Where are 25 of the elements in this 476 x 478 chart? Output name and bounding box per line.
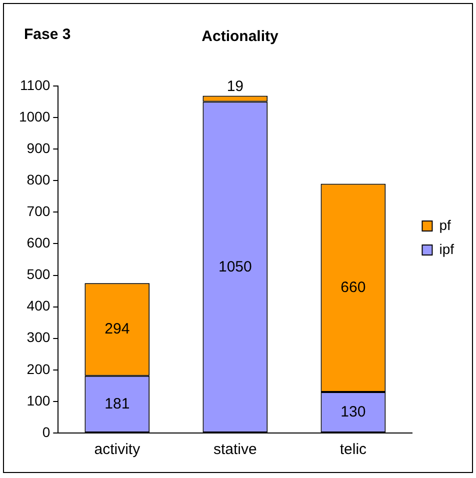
y-tick-label: 400 xyxy=(26,298,50,314)
legend-label: pf xyxy=(439,216,451,233)
y-tick-label: 100 xyxy=(26,392,50,408)
text: Fase 3 xyxy=(24,26,71,43)
y-tick-label: 500 xyxy=(26,266,50,282)
y-tick-label: 800 xyxy=(26,171,50,188)
data-label: 1050 xyxy=(218,258,252,276)
legend-label: ipf xyxy=(439,240,454,257)
y-tick-label: 300 xyxy=(26,329,50,346)
x-tick-label: stative xyxy=(214,441,257,458)
y-tick-label: 900 xyxy=(26,140,50,156)
y-tick-label: 1000 xyxy=(18,108,50,124)
y-tick-label: 0 xyxy=(42,424,50,440)
y-tick-label: 600 xyxy=(26,234,50,251)
chart-title: Actionality xyxy=(202,28,279,46)
data-label: 19 xyxy=(226,78,244,95)
data-label: 660 xyxy=(340,279,366,296)
y-tick-label: 200 xyxy=(26,360,50,377)
data-label: 294 xyxy=(104,320,130,338)
y-tick-label: 1100 xyxy=(20,76,50,93)
data-label: 130 xyxy=(340,403,366,420)
data-label: 181 xyxy=(104,395,130,412)
x-tick-label: activity xyxy=(94,441,141,458)
x-tick-label: telic xyxy=(340,441,368,458)
y-tick-label: 700 xyxy=(26,203,50,220)
